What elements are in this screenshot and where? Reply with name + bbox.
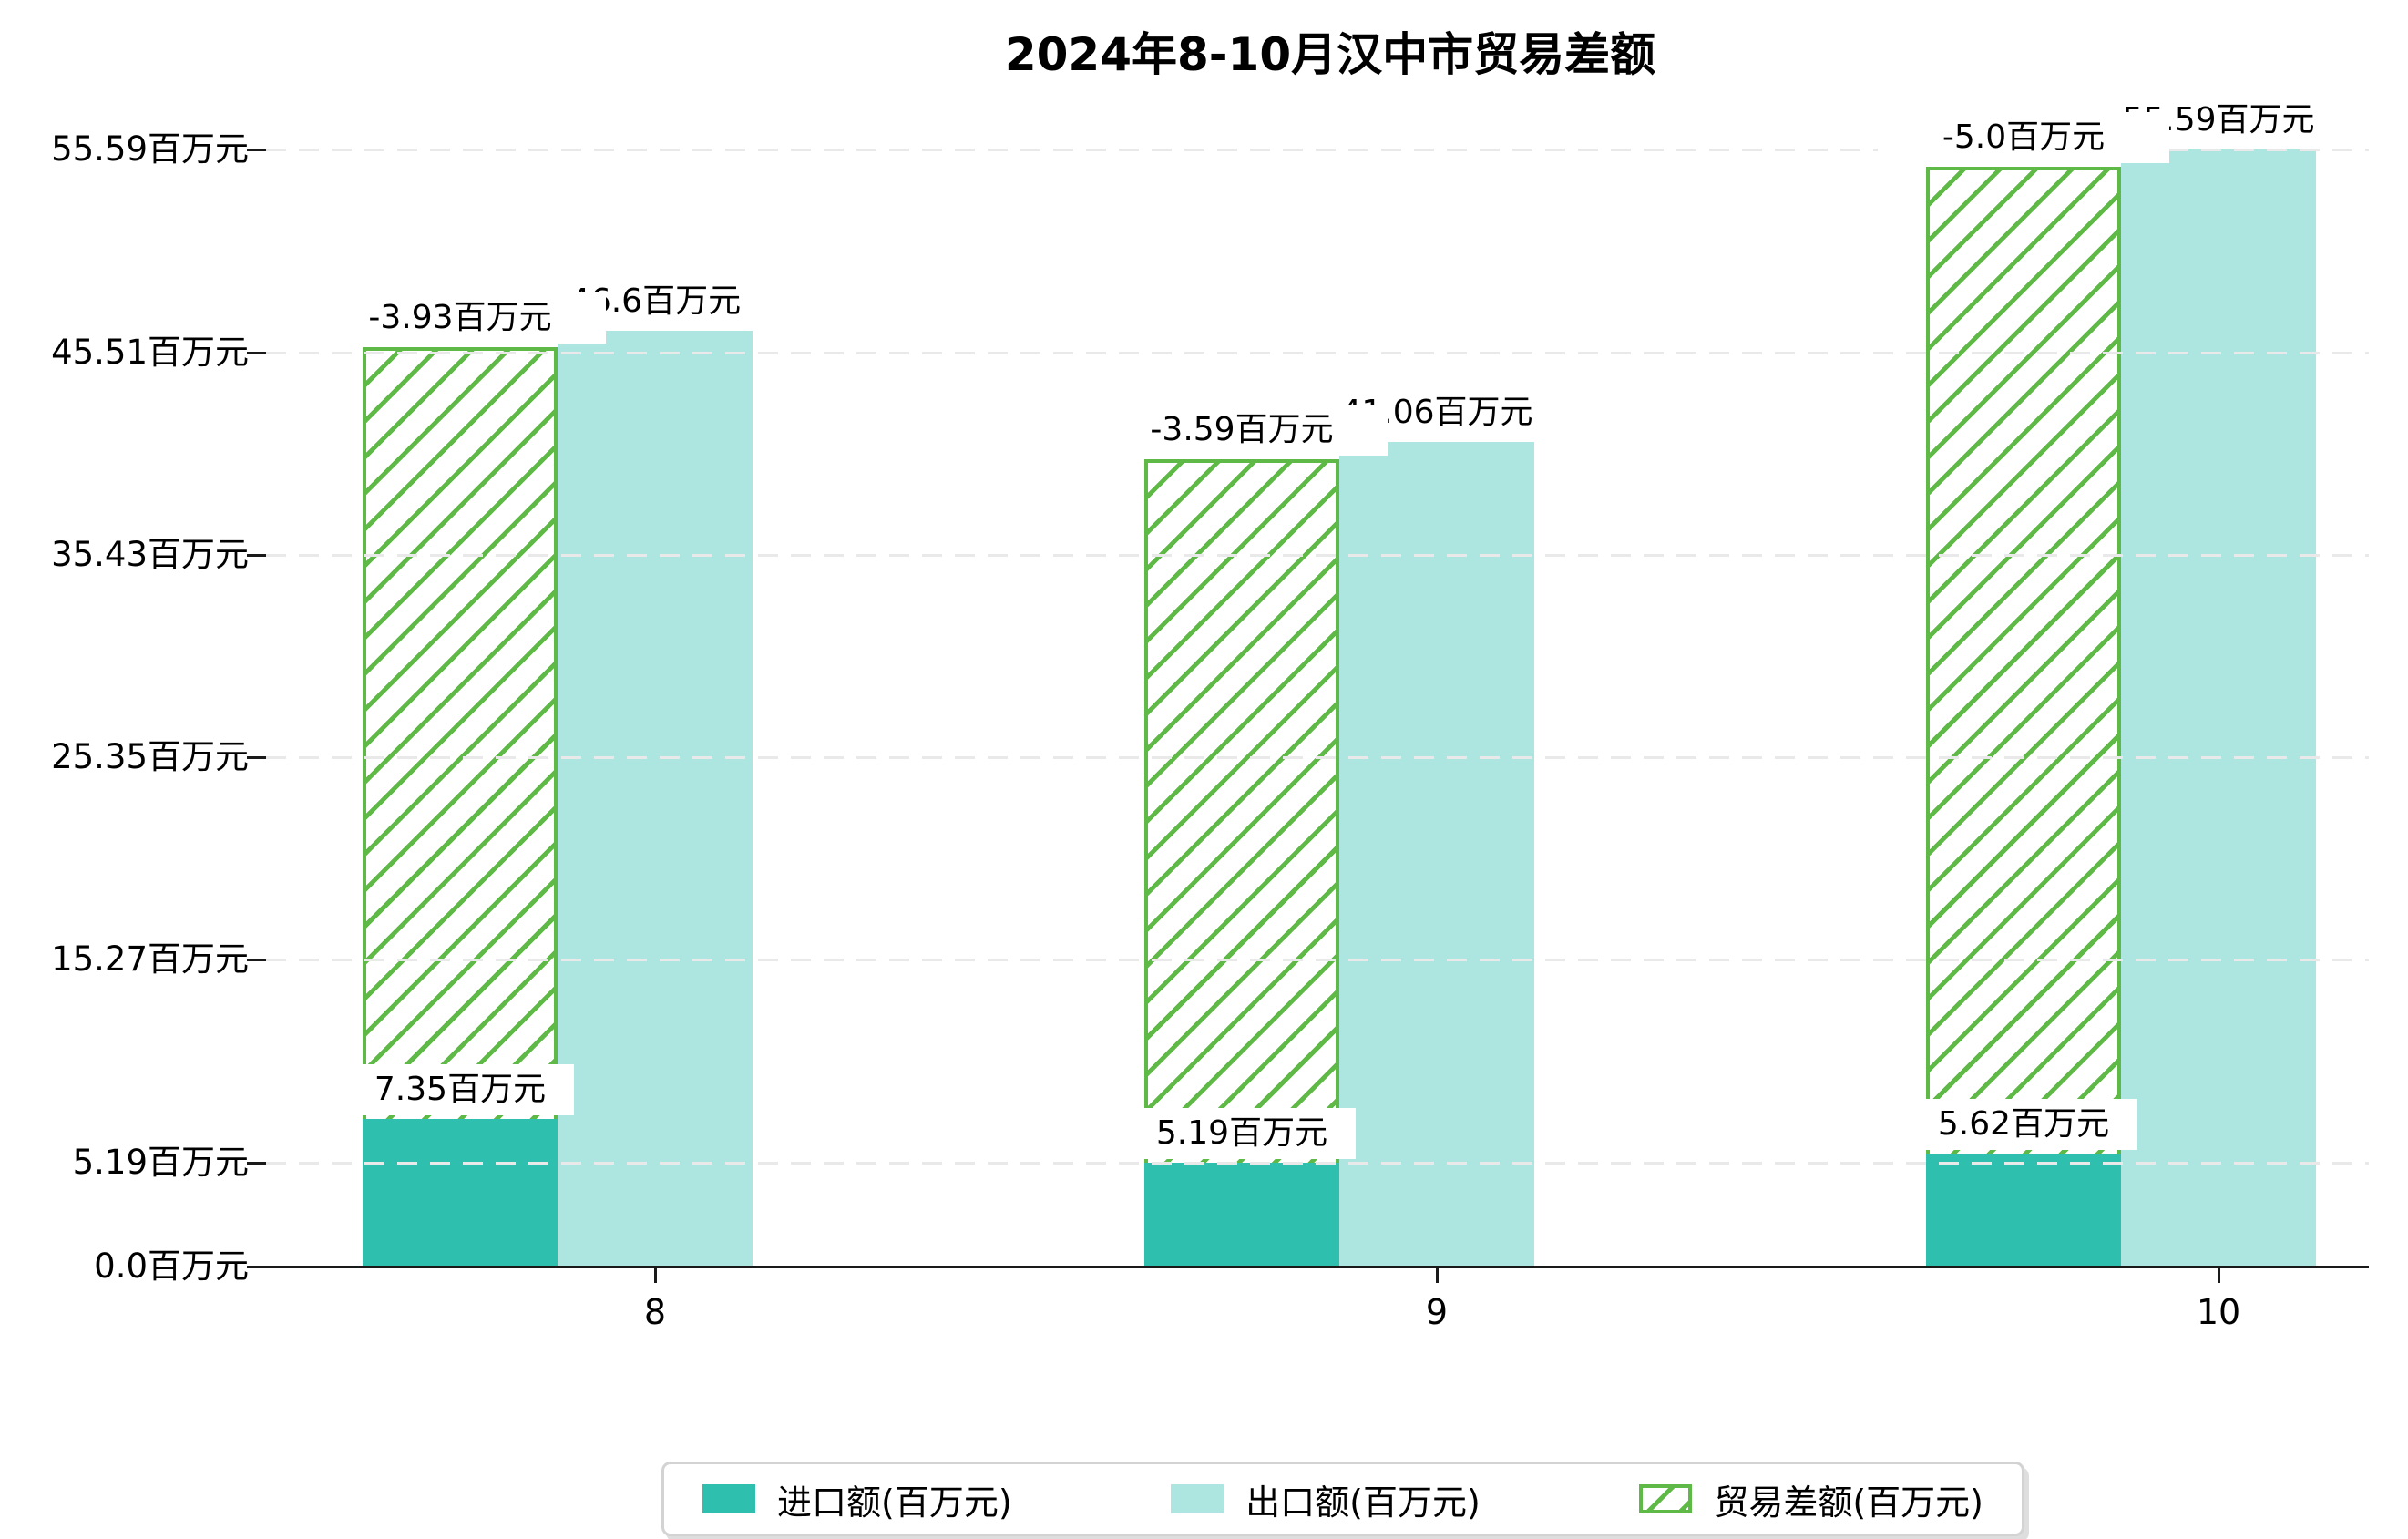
chart-title: 2024年8-10月汉中市贸易差额 xyxy=(1004,28,1656,81)
legend-label-export: 出口额(百万元) xyxy=(1245,1482,1481,1523)
gridline xyxy=(266,756,2369,760)
y-tick-label: 5.19百万元 xyxy=(72,1142,249,1182)
gridline xyxy=(266,149,2369,152)
export-bar xyxy=(1339,441,1534,1267)
y-tick-mark xyxy=(247,351,266,354)
y-tick-label: 35.43百万元 xyxy=(51,534,249,574)
y-tick-label: 25.35百万元 xyxy=(51,737,249,777)
legend-label-balance: 贸易差额(百万元) xyxy=(1714,1482,1983,1523)
y-tick-mark xyxy=(247,1266,266,1268)
import-label: 7.35百万元 xyxy=(346,1063,574,1115)
import-label: 5.19百万元 xyxy=(1128,1107,1356,1159)
y-tick-mark xyxy=(247,959,266,962)
x-tick-mark xyxy=(654,1268,657,1283)
y-tick-mark xyxy=(247,756,266,760)
import-bar xyxy=(1144,1162,1339,1267)
gridline xyxy=(266,1161,2369,1165)
y-tick-mark xyxy=(247,553,266,557)
export-swatch-icon xyxy=(1171,1484,1224,1513)
x-tick-label: 10 xyxy=(2196,1292,2241,1332)
y-tick-mark xyxy=(247,149,266,152)
legend-item-export: 出口额(百万元) xyxy=(1171,1474,1481,1524)
y-tick-label: 45.51百万元 xyxy=(51,332,249,372)
x-tick-mark xyxy=(1436,1268,1439,1283)
x-tick-label: 9 xyxy=(1425,1292,1449,1332)
y-tick-label: 15.27百万元 xyxy=(51,939,249,980)
y-tick-label: 0.0百万元 xyxy=(94,1247,249,1286)
import-bar xyxy=(363,1118,558,1267)
gridline xyxy=(266,351,2369,354)
legend-item-import: 进口额(百万元) xyxy=(702,1474,1012,1524)
trade-balance-label: -3.93百万元 xyxy=(314,292,606,344)
legend-item-balance: 贸易差额(百万元) xyxy=(1639,1474,1983,1524)
export-bar xyxy=(558,330,753,1267)
trade-balance-label: -5.0百万元 xyxy=(1878,112,2169,164)
y-tick-mark xyxy=(247,1161,266,1165)
import-label: 5.62百万元 xyxy=(1910,1099,2137,1151)
legend: 进口额(百万元) 出口额(百万元) 贸易差额(百万元) xyxy=(661,1462,2024,1536)
x-tick-mark xyxy=(2218,1268,2220,1283)
trade-balance-label: -3.59百万元 xyxy=(1096,404,1388,456)
gridline xyxy=(266,553,2369,557)
gridline xyxy=(266,959,2369,962)
export-bar xyxy=(2121,149,2316,1267)
import-swatch-icon xyxy=(702,1484,755,1513)
trade-balance-swatch-icon xyxy=(1639,1484,1693,1513)
import-bar xyxy=(1926,1154,2121,1267)
x-axis-line xyxy=(266,1266,2369,1268)
y-tick-label: 55.59百万元 xyxy=(51,129,249,169)
x-tick-label: 8 xyxy=(643,1292,667,1332)
legend-label-import: 进口额(百万元) xyxy=(777,1482,1012,1523)
